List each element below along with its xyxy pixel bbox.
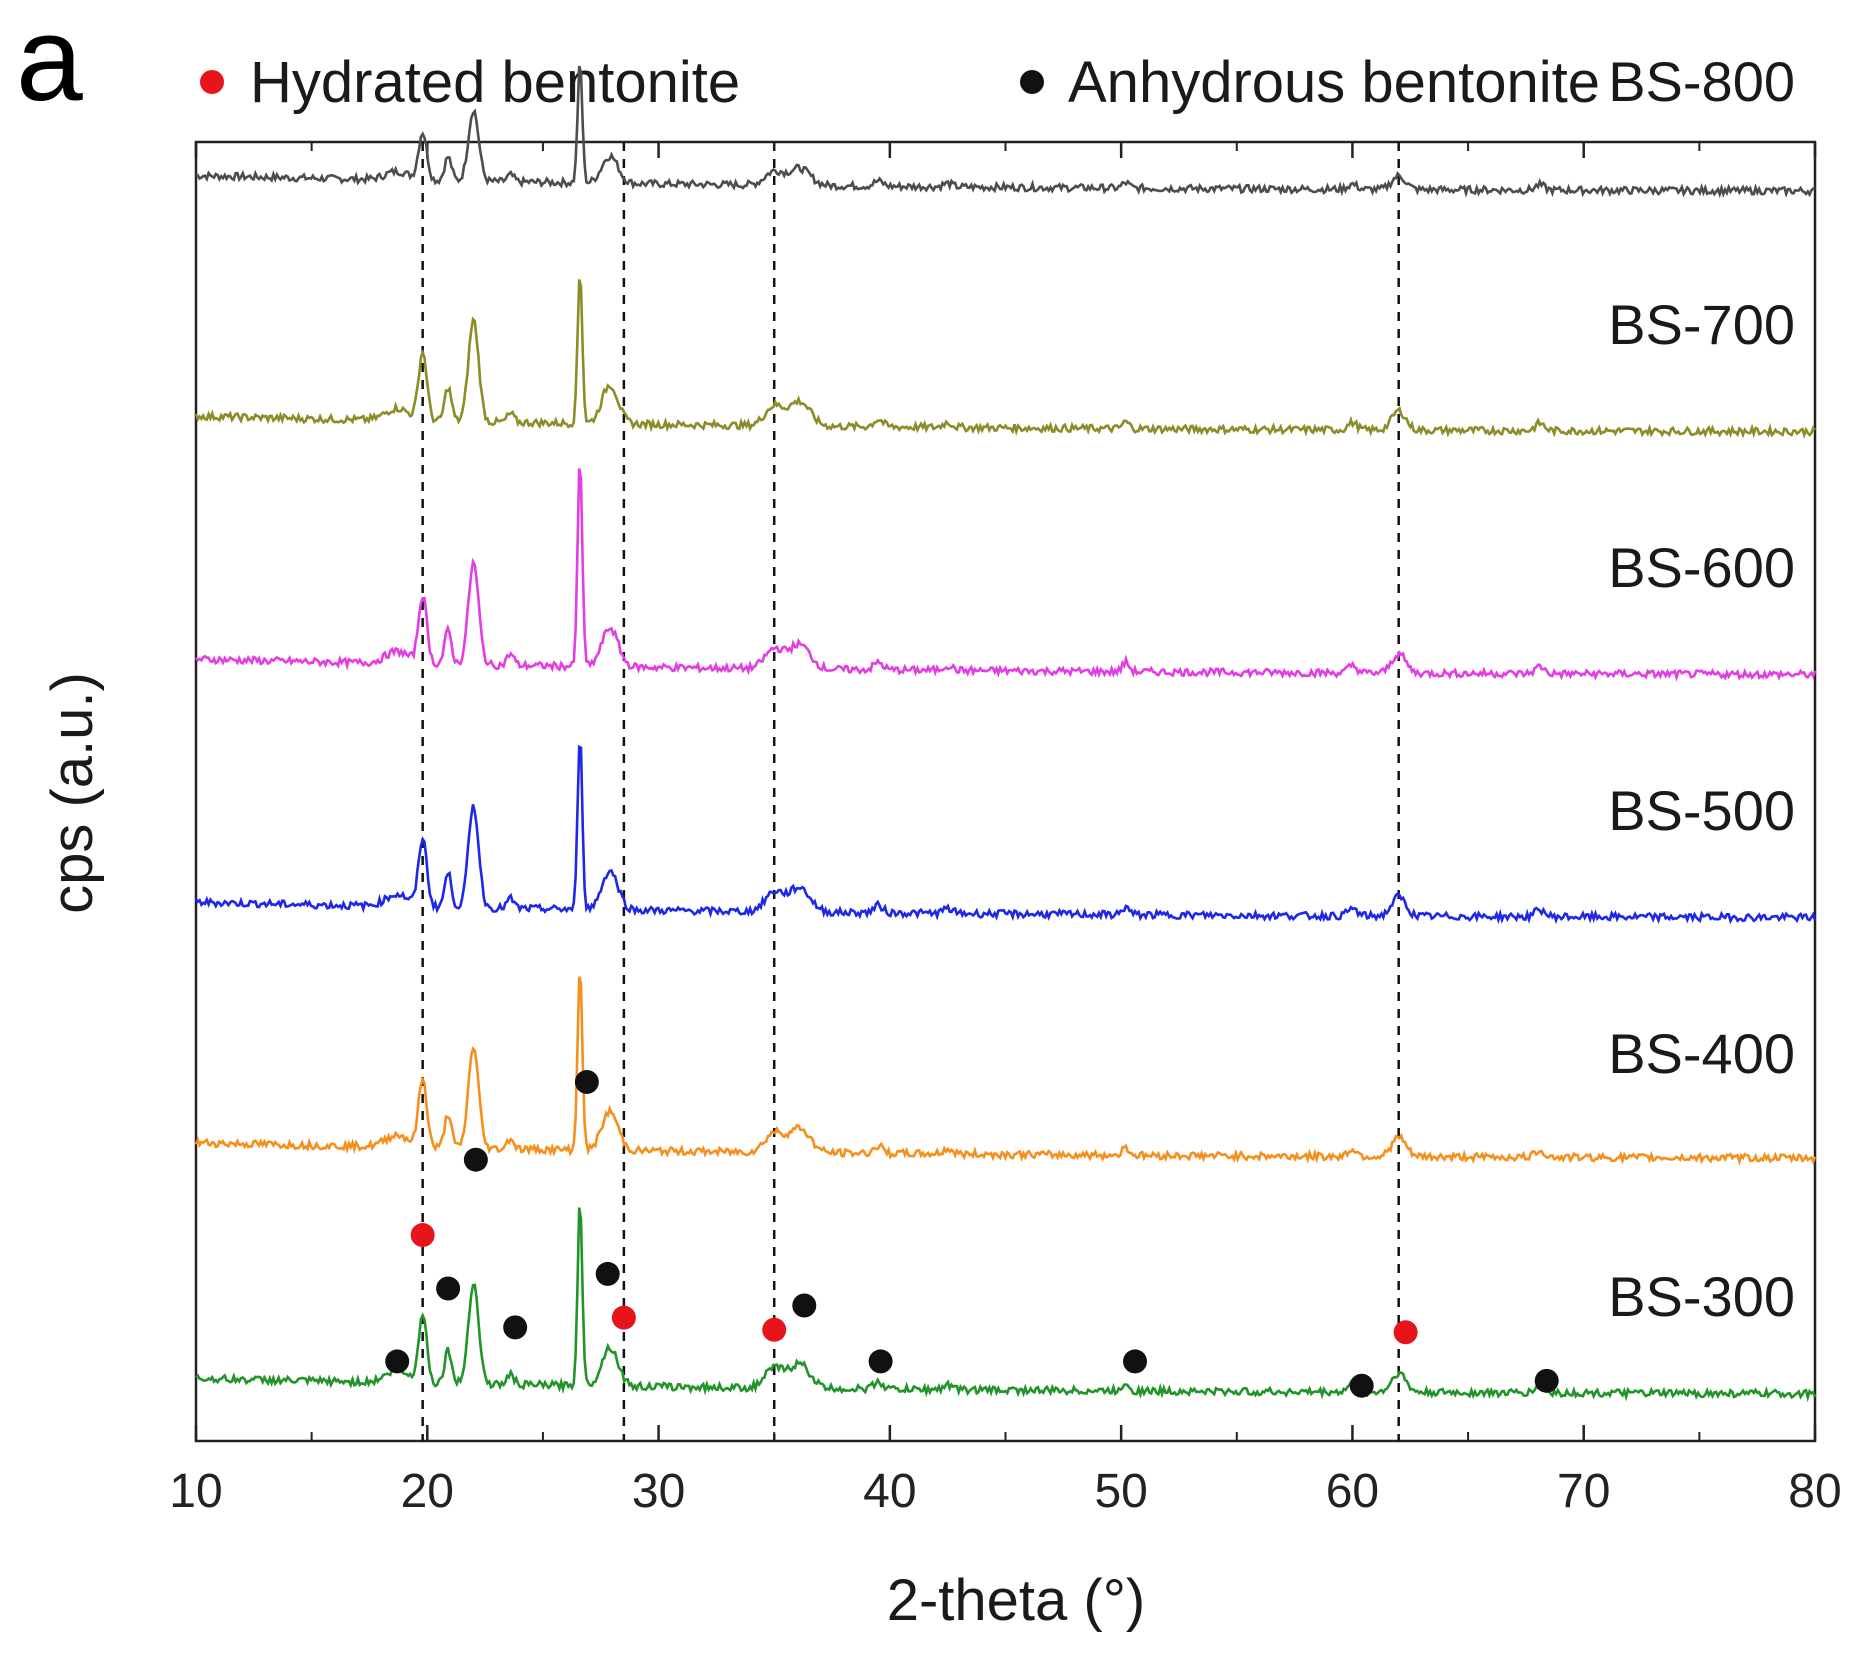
x-tick-label: 80	[1788, 1465, 1841, 1518]
anhydrous-marker	[385, 1349, 410, 1374]
legend-hydrated-label: Hydrated bentonite	[250, 50, 740, 115]
hydrated-marker	[611, 1305, 636, 1330]
x-tick-label: 60	[1326, 1465, 1379, 1518]
legend-anhydrous-label: Anhydrous bentonite	[1068, 50, 1600, 115]
anhydrous-marker	[1349, 1373, 1374, 1398]
anhydrous-marker	[595, 1261, 620, 1286]
series-line-bs-600	[194, 468, 1817, 682]
hydrated-marker	[410, 1223, 435, 1248]
anhydrous-marker	[574, 1069, 599, 1094]
y-axis-title: cps (a.u.)	[40, 672, 105, 914]
series-line-bs-800	[195, 65, 1816, 199]
anhydrous-marker	[436, 1276, 461, 1301]
anhydrous-marker	[792, 1293, 817, 1318]
legend-hydrated-marker	[200, 70, 224, 94]
series-label-bs-600: BS-600	[1608, 536, 1795, 599]
panel-label: a	[16, 0, 83, 126]
hydrated-marker	[1393, 1320, 1418, 1345]
series-label-bs-700: BS-700	[1608, 293, 1795, 356]
anhydrous-marker	[868, 1349, 893, 1374]
x-tick-label: 70	[1557, 1465, 1610, 1518]
series-line-bs-300	[195, 1207, 1817, 1403]
x-tick-label: 40	[863, 1465, 916, 1518]
series-line-bs-400	[194, 976, 1817, 1166]
anhydrous-marker	[463, 1147, 488, 1172]
x-tick-label: 50	[1094, 1465, 1147, 1518]
legend: Hydrated bentonite Anhydrous bentonite	[200, 50, 1600, 115]
series-line-bs-500	[194, 744, 1817, 925]
plot-area: 10 20 30 40 50 60 70 80 BS-800 BS-700 BS-600 BS-500…	[169, 50, 1841, 1518]
hydrated-marker	[762, 1317, 787, 1342]
anhydrous-marker	[1123, 1349, 1148, 1374]
series-label-bs-400: BS-400	[1608, 1022, 1795, 1085]
x-tick-label: 30	[632, 1465, 685, 1518]
series-label-bs-500: BS-500	[1608, 779, 1795, 842]
plot-frame	[194, 140, 1817, 1443]
series-line-bs-700	[194, 279, 1816, 439]
anhydrous-marker	[1534, 1368, 1559, 1393]
series-label-bs-300: BS-300	[1608, 1265, 1795, 1328]
anhydrous-marker	[503, 1315, 528, 1340]
x-tick-label: 20	[401, 1465, 454, 1518]
series-label-bs-800: BS-800	[1608, 50, 1795, 113]
x-tick-label: 10	[169, 1465, 222, 1518]
x-axis-title: 2-theta (°)	[887, 1568, 1146, 1633]
legend-anhydrous-marker	[1020, 70, 1044, 94]
